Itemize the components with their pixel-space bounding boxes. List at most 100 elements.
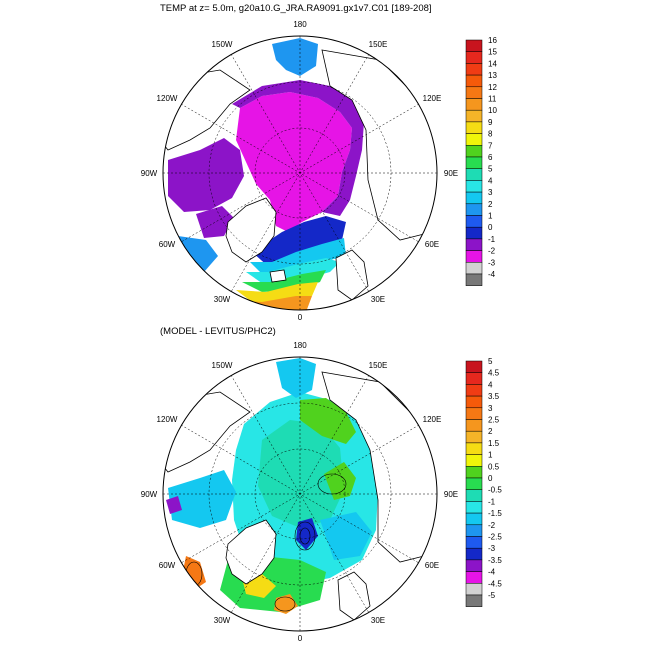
colorbar-label: 3: [488, 188, 493, 197]
colorbar-label: 4: [488, 176, 493, 185]
longitude-label: 90W: [141, 490, 158, 499]
colorbar-label: -3: [488, 258, 496, 267]
colorbar-label: 9: [488, 118, 493, 127]
colorbar-swatch: [465, 454, 483, 467]
colorbar-label: 4.5: [488, 369, 500, 378]
longitude-label: 30E: [371, 295, 385, 304]
iceland-land: [269, 269, 287, 283]
colorbar-swatch: [465, 191, 483, 205]
colorbar-label: -2.5: [488, 533, 502, 542]
bottom-panel-title: (MODEL - LEVITUS/PHC2): [160, 326, 276, 337]
top-polar-map: [162, 35, 438, 311]
colorbar-swatch: [465, 39, 483, 52]
colorbar-label: 3.5: [488, 392, 500, 401]
colorbar-label: 15: [488, 48, 497, 57]
colorbar-label: 0.5: [488, 462, 500, 471]
colorbar-label: 1.5: [488, 439, 500, 448]
diff-eurasian-green: [324, 462, 356, 500]
colorbar-swatch: [465, 559, 483, 572]
colorbar-label: -4: [488, 568, 496, 577]
colorbar-swatch: [465, 524, 483, 537]
colorbar-swatch: [465, 477, 483, 490]
colorbar-swatch: [465, 51, 483, 64]
longitude-label: 180: [293, 20, 307, 29]
longitude-label: 120W: [157, 415, 178, 424]
nordic-band-teal: [246, 258, 340, 286]
longitude-label: 150E: [369, 40, 388, 49]
colorbar-swatch: [465, 384, 483, 397]
colorbar-label: 2.5: [488, 416, 500, 425]
colorbar-swatch: [465, 203, 483, 216]
colorbar-label: 5: [488, 165, 493, 174]
colorbar-label: -0.5: [488, 486, 502, 495]
colorbar-swatch: [465, 238, 483, 251]
longitude-label: 60W: [159, 240, 176, 249]
nordic-band-cyan: [250, 238, 346, 278]
longitude-label: 120E: [423, 94, 442, 103]
longitude-label: 30W: [214, 295, 231, 304]
colorbar-label: -4.5: [488, 579, 502, 588]
colorbar-swatch: [465, 168, 483, 181]
colorbar-label: 10: [488, 106, 497, 115]
colorbar-label: -1: [488, 497, 496, 506]
colorbar-swatch: [465, 145, 483, 158]
longitude-label: 150W: [212, 361, 233, 370]
longitude-label: 0: [298, 634, 303, 643]
colorbar-swatch: [465, 571, 483, 584]
longitude-label: 60E: [425, 561, 439, 570]
colorbar-label: 0: [488, 474, 493, 483]
colorbar-label: 14: [488, 59, 497, 68]
top-panel-title: TEMP at z= 5.0m, g20a10.G_JRA.RA9091.gx1…: [160, 3, 432, 14]
longitude-label: 150E: [369, 361, 388, 370]
longitude-label: 30E: [371, 616, 385, 625]
longitude-label: 90W: [141, 169, 158, 178]
longitude-label: 60W: [159, 561, 176, 570]
colorbar-swatch: [465, 489, 483, 502]
colorbar-swatch: [465, 109, 483, 123]
colorbar-swatch: [465, 74, 483, 88]
colorbar-label: 5: [488, 357, 493, 366]
colorbar-swatch: [465, 547, 483, 561]
bottom-colorbar: 5 4.5 4 3.5 3 2.5 2 1.5 1 0.5 0 -0.5 -1 -1.5 -2 -2.5 -3 -…: [465, 357, 502, 607]
diff-baffin-purple: [166, 496, 182, 514]
baffin-field: [196, 206, 234, 238]
arctic-basin-field: [236, 92, 352, 232]
diff-archipelago-cyan: [168, 470, 236, 528]
diff-central-teal: [258, 420, 344, 528]
colorbar-swatch: [465, 180, 483, 193]
colorbar-label: 2: [488, 427, 493, 436]
colorbar-swatch: [465, 63, 483, 76]
longitude-label: 90E: [444, 169, 458, 178]
colorbar-label: -2: [488, 247, 496, 256]
colorbar-label: 6: [488, 153, 493, 162]
colorbar-label: -5: [488, 591, 496, 600]
colorbar-swatch: [465, 273, 483, 286]
colorbar-swatch: [465, 419, 483, 432]
colorbar-label: -1: [488, 235, 496, 244]
colorbar-swatch: [465, 442, 483, 455]
colorbar-swatch: [465, 512, 483, 526]
colorbar-label: 16: [488, 36, 497, 45]
colorbar-swatch: [465, 226, 483, 240]
longitude-label: 60E: [425, 240, 439, 249]
colorbar-label: -1.5: [488, 509, 502, 518]
colorbar-label: 4: [488, 380, 493, 389]
longitude-label: 0: [298, 313, 303, 322]
colorbar-swatch: [465, 133, 483, 146]
bottom-longitude-labels: 180 150E 120E 90E 60E 30E 0 30W 60W 90W 120W 150W: [141, 341, 458, 643]
colorbar-label: -4: [488, 270, 496, 279]
nordic-band-blue: [252, 216, 346, 268]
longitude-label: 150W: [212, 40, 233, 49]
colorbar-swatch: [465, 360, 483, 373]
colorbar-swatch: [465, 262, 483, 275]
colorbar-swatch: [465, 583, 483, 596]
colorbar-swatch: [465, 250, 483, 263]
colorbar-swatch: [465, 466, 483, 479]
longitude-label: 30W: [214, 616, 231, 625]
bottom-polar-map: [162, 356, 438, 632]
longitude-label: 120W: [157, 94, 178, 103]
colorbar-label: 11: [488, 95, 497, 104]
colorbar-label: -3.5: [488, 556, 502, 565]
